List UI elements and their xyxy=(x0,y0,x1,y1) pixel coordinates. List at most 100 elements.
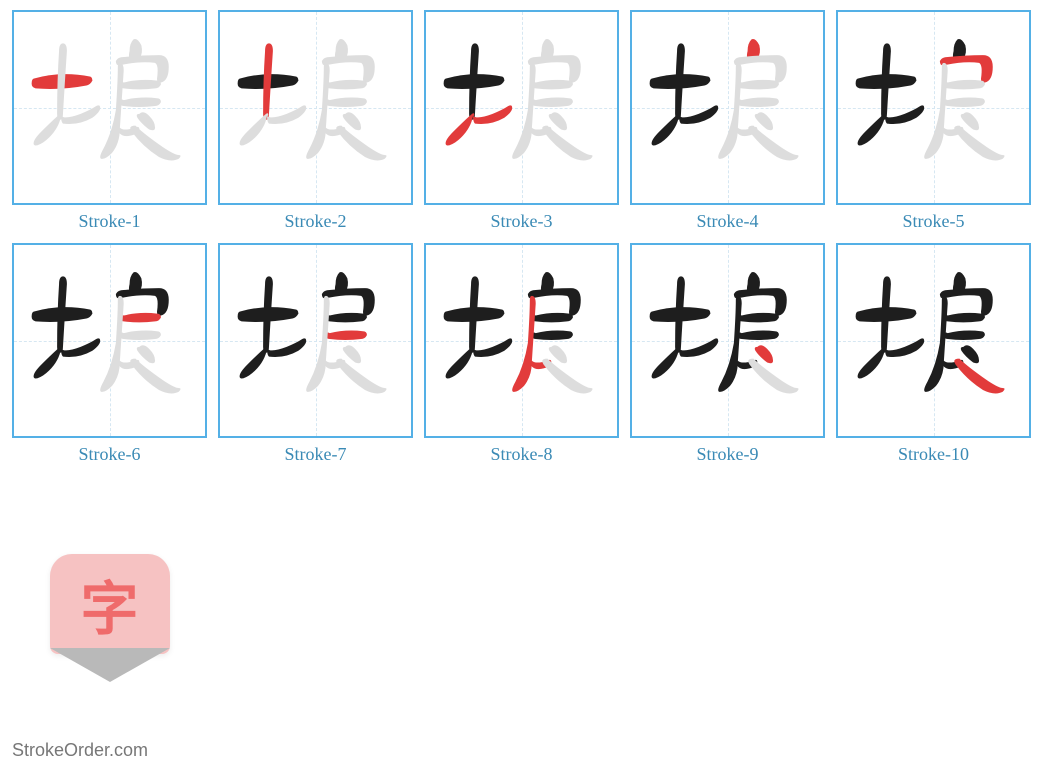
stroke-tile xyxy=(12,10,207,205)
stroke-path xyxy=(512,296,551,392)
stroke-path xyxy=(954,359,1004,394)
stroke-path xyxy=(326,313,367,322)
stroke-tile xyxy=(630,243,825,438)
stroke-caption: Stroke-5 xyxy=(903,211,965,232)
stroke-path xyxy=(116,55,169,83)
stroke-path xyxy=(532,98,573,107)
character-svg xyxy=(220,245,411,436)
stroke-path xyxy=(532,80,573,89)
stroke-path xyxy=(343,112,361,130)
stroke-path xyxy=(738,313,779,322)
stroke-tile xyxy=(424,243,619,438)
stroke-cell: Stroke-1 xyxy=(12,10,207,232)
stroke-path xyxy=(130,359,180,394)
stroke-path xyxy=(718,63,757,159)
stroke-path xyxy=(326,98,367,107)
stroke-path xyxy=(130,126,180,161)
stroke-caption: Stroke-6 xyxy=(79,444,141,465)
stroke-path xyxy=(954,126,1004,161)
stroke-caption: Stroke-2 xyxy=(285,211,347,232)
stroke-path xyxy=(944,80,985,89)
stroke-path xyxy=(755,112,773,130)
character-svg xyxy=(14,12,205,203)
character-svg xyxy=(426,12,617,203)
stroke-grid: Stroke-1 Stroke-2 Stroke-3 Stroke-4 Stroke-5… xyxy=(12,10,1042,701)
stroke-path xyxy=(326,331,367,340)
stroke-path xyxy=(137,112,155,130)
logo-char: 字 xyxy=(50,562,170,646)
logo-body: 字 xyxy=(50,554,170,654)
stroke-path xyxy=(120,331,161,340)
stroke-path xyxy=(755,345,773,363)
stroke-path xyxy=(961,345,979,363)
stroke-tile xyxy=(836,10,1031,205)
stroke-path xyxy=(748,126,798,161)
stroke-path xyxy=(738,98,779,107)
stroke-path xyxy=(512,63,551,159)
stroke-path xyxy=(542,359,592,394)
character-svg xyxy=(14,245,205,436)
stroke-path xyxy=(120,80,161,89)
stroke-tile xyxy=(218,10,413,205)
stroke-path xyxy=(734,55,787,83)
stroke-caption: Stroke-10 xyxy=(898,444,969,465)
logo-tip-dark xyxy=(50,648,170,682)
stroke-path xyxy=(924,63,963,159)
stroke-cell: Stroke-5 xyxy=(836,10,1031,232)
stroke-path xyxy=(34,105,101,145)
stroke-path xyxy=(120,313,161,322)
stroke-caption: Stroke-8 xyxy=(491,444,553,465)
stroke-path xyxy=(137,345,155,363)
stroke-path xyxy=(446,105,513,145)
stroke-path xyxy=(240,338,307,378)
stroke-path xyxy=(532,331,573,340)
stroke-tile xyxy=(424,10,619,205)
stroke-cell: Stroke-2 xyxy=(218,10,413,232)
stroke-caption: Stroke-9 xyxy=(697,444,759,465)
stroke-path xyxy=(240,105,307,145)
stroke-path xyxy=(944,331,985,340)
stroke-path xyxy=(116,288,169,316)
stroke-path xyxy=(549,345,567,363)
watermark-text: StrokeOrder.com xyxy=(12,740,148,761)
stroke-path xyxy=(306,296,345,392)
stroke-cell: Stroke-9 xyxy=(630,243,825,465)
stroke-path xyxy=(100,63,139,159)
stroke-path xyxy=(343,345,361,363)
character-svg xyxy=(632,245,823,436)
stroke-path xyxy=(322,288,375,316)
character-svg xyxy=(632,12,823,203)
stroke-cell: Stroke-8 xyxy=(424,243,619,465)
stroke-caption: Stroke-4 xyxy=(697,211,759,232)
stroke-path xyxy=(858,105,925,145)
stroke-path xyxy=(738,80,779,89)
stroke-path xyxy=(336,359,386,394)
stroke-tile xyxy=(630,10,825,205)
stroke-cell: Stroke-3 xyxy=(424,10,619,232)
character-svg xyxy=(838,12,1029,203)
stroke-tile xyxy=(218,243,413,438)
stroke-cell: Stroke-7 xyxy=(218,243,413,465)
stroke-caption: Stroke-1 xyxy=(79,211,141,232)
stroke-path xyxy=(734,288,787,316)
stroke-tile xyxy=(12,243,207,438)
stroke-path xyxy=(748,359,798,394)
stroke-path xyxy=(100,296,139,392)
character-svg xyxy=(838,245,1029,436)
stroke-path xyxy=(322,55,375,83)
stroke-path xyxy=(718,296,757,392)
stroke-tile xyxy=(836,243,1031,438)
stroke-caption: Stroke-7 xyxy=(285,444,347,465)
stroke-path xyxy=(652,338,719,378)
stroke-path xyxy=(961,112,979,130)
stroke-path xyxy=(549,112,567,130)
stroke-path xyxy=(306,63,345,159)
character-svg xyxy=(426,245,617,436)
stroke-path xyxy=(858,338,925,378)
stroke-path xyxy=(652,105,719,145)
stroke-path xyxy=(528,55,581,83)
stroke-path xyxy=(446,338,513,378)
stroke-path xyxy=(940,55,993,83)
stroke-cell: Stroke-10 xyxy=(836,243,1031,465)
stroke-path xyxy=(542,126,592,161)
